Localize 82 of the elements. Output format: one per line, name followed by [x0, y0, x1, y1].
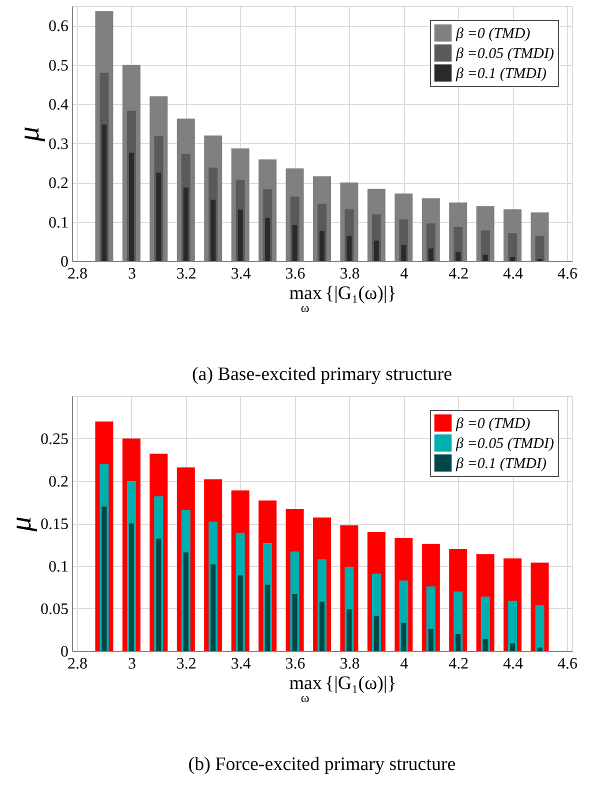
bar	[265, 218, 270, 261]
bar	[156, 172, 162, 261]
y-tick-label: 0.25	[40, 431, 68, 448]
x-tick-label: 2.8	[68, 266, 88, 282]
x-tick-label: 3.2	[176, 266, 196, 282]
bar	[456, 634, 461, 651]
legend-label: β =0.1 (TMDI)	[455, 66, 547, 82]
x-tick-label: 4.6	[558, 266, 578, 282]
bar	[510, 643, 516, 651]
y-tick-label: 0.6	[48, 18, 68, 36]
legend-label: β =0 (TMD)	[455, 26, 530, 42]
legend-label: β =0.1 (TMDI)	[455, 456, 547, 472]
x-tick-label: 4	[400, 266, 408, 282]
y-tick-label: 0.1	[48, 214, 68, 232]
bar	[374, 240, 379, 261]
bar	[320, 602, 324, 651]
bar	[102, 506, 107, 651]
bar	[183, 188, 188, 261]
bar	[482, 639, 488, 651]
bar	[183, 552, 188, 651]
bar	[210, 564, 216, 651]
bar	[210, 200, 216, 261]
x-tick-label: 3.4	[230, 656, 251, 672]
x-tick-label: 3.6	[285, 656, 306, 672]
bar	[456, 252, 461, 261]
y-tick-label: 0.3	[48, 136, 68, 153]
bar	[128, 524, 134, 651]
bar	[510, 257, 516, 261]
text: (b) Force-excited primary structure	[188, 754, 456, 775]
y-axis-title: μ	[4, 516, 38, 533]
y-tick-label: 0.2	[48, 474, 68, 490]
x-tick-label: 3.8	[340, 266, 360, 282]
x-tick-label: 3.8	[340, 656, 360, 672]
x-tick-label: 4	[400, 656, 408, 672]
x-tick-label: 3.2	[176, 656, 196, 672]
y-tick-label: 0.1	[48, 558, 68, 576]
bar	[401, 244, 406, 261]
y-tick-label: 0	[60, 254, 68, 270]
text: maxω{|G₁(ω)|}	[289, 283, 396, 315]
y-tick-label: 0.4	[48, 96, 68, 114]
x-tick-label: 4.6	[558, 656, 578, 672]
x-tick-label: 2.8	[68, 656, 88, 672]
x-tick-label: 3.6	[285, 266, 306, 282]
x-tick-label: 3.4	[230, 266, 251, 282]
bar	[346, 236, 352, 261]
bar	[292, 224, 298, 261]
bar	[238, 210, 243, 261]
y-tick-label: 0.2	[48, 175, 68, 192]
legend-label: β =0.05 (TMDI)	[455, 46, 554, 62]
bar	[128, 152, 134, 261]
y-tick-label: 0.15	[40, 516, 68, 533]
bar	[320, 230, 324, 261]
x-tick-label: 4.4	[503, 266, 524, 282]
bar	[102, 124, 107, 261]
bar	[346, 609, 352, 651]
bar	[156, 538, 162, 651]
bar	[508, 233, 518, 261]
bar	[508, 600, 518, 651]
x-tick-label: 3	[128, 656, 136, 672]
x-tick-label: 3	[128, 266, 136, 282]
text: maxω{|G₁(ω)|}	[289, 673, 396, 705]
y-axis-title: μ	[12, 126, 46, 143]
bar	[537, 648, 542, 651]
bar	[238, 575, 243, 651]
bar	[374, 616, 379, 651]
bar	[401, 622, 406, 651]
bar	[535, 605, 544, 651]
legend-label: β =0.05 (TMDI)	[455, 436, 554, 452]
bar	[535, 236, 544, 261]
y-tick-label: 0	[60, 644, 68, 660]
x-tick-label: 4.4	[503, 656, 524, 672]
bar	[292, 594, 298, 651]
bar	[428, 248, 434, 261]
legend-label: β =0 (TMD)	[455, 416, 530, 432]
y-tick-label: 0.05	[40, 601, 68, 618]
bar	[482, 254, 488, 261]
y-tick-label: 0.5	[48, 57, 68, 74]
bar	[428, 628, 434, 651]
x-tick-label: 4.2	[448, 266, 469, 282]
bar	[265, 584, 270, 651]
text: (a) Base-excited primary structure	[192, 364, 452, 385]
x-tick-label: 4.2	[448, 656, 469, 672]
